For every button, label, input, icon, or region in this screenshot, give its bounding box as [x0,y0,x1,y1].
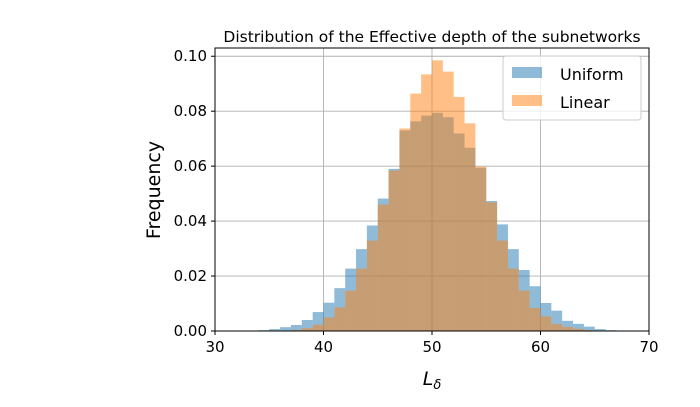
x-axis-label: Lδ [423,368,442,393]
bar-uniform [312,312,324,331]
legend-swatch-uniform [512,67,542,78]
bar-linear [290,329,302,331]
bar-linear [486,202,498,331]
bar-linear [377,204,389,331]
bar-linear [301,328,313,331]
x-tick-label: 30 [205,338,224,356]
bar-linear [562,326,574,331]
y-tick-label: 0.08 [174,102,207,120]
x-tick-label: 60 [531,338,550,356]
x-tick-label: 70 [639,338,658,356]
bar-linear [410,93,422,331]
bar-linear [507,268,519,331]
bar-uniform [573,323,584,331]
bar-linear [312,324,324,331]
legend: Uniform Linear [502,55,642,121]
bar-linear [432,60,443,332]
bar-linear [475,166,487,331]
y-axis-label: Frequency [143,141,165,239]
bar-uniform [280,327,291,331]
legend-label-uniform: Uniform [560,65,624,84]
legend-swatch-linear [512,95,542,106]
chart-title: Distribution of the Effective depth of t… [223,28,640,46]
bar-linear [573,328,584,331]
x-tick-label: 50 [422,338,441,356]
bar-linear [356,268,367,331]
bar-linear [421,74,432,331]
legend-label-linear: Linear [560,93,610,112]
bar-linear [540,316,552,331]
y-tick-label: 0.10 [174,47,207,65]
bar-linear [323,317,335,331]
bar-linear [518,290,530,331]
bar-linear [453,96,465,331]
bar-linear [334,307,346,331]
bar-linear [497,240,508,331]
ticks: 30 40 50 60 70 0.00 0.02 0.04 0.06 0.08 0.10 [174,47,659,356]
x-tick-label: 40 [314,338,333,356]
bar-uniform [269,329,281,331]
bar-uniform [562,320,574,331]
bar-uniform [323,302,335,331]
x-axis-label-sub: δ [433,378,441,393]
bar-linear [529,307,541,331]
bar-uniform [290,324,302,331]
x-axis-label-main: L [423,368,434,390]
bar-linear [345,290,357,331]
bar-linear [464,123,476,331]
y-tick-label: 0.04 [174,212,207,230]
bars [258,60,617,332]
y-tick-label: 0.02 [174,267,207,285]
y-tick-label: 0.00 [174,322,207,340]
y-tick-label: 0.06 [174,157,207,175]
bar-uniform [583,326,595,331]
bar-linear [366,240,378,331]
bar-uniform [551,310,563,331]
bar-uniform [301,320,313,331]
bar-linear [551,323,563,331]
bar-linear [442,71,454,332]
bar-linear [388,170,400,331]
bar-linear [399,128,411,331]
bar-uniform [594,329,606,331]
